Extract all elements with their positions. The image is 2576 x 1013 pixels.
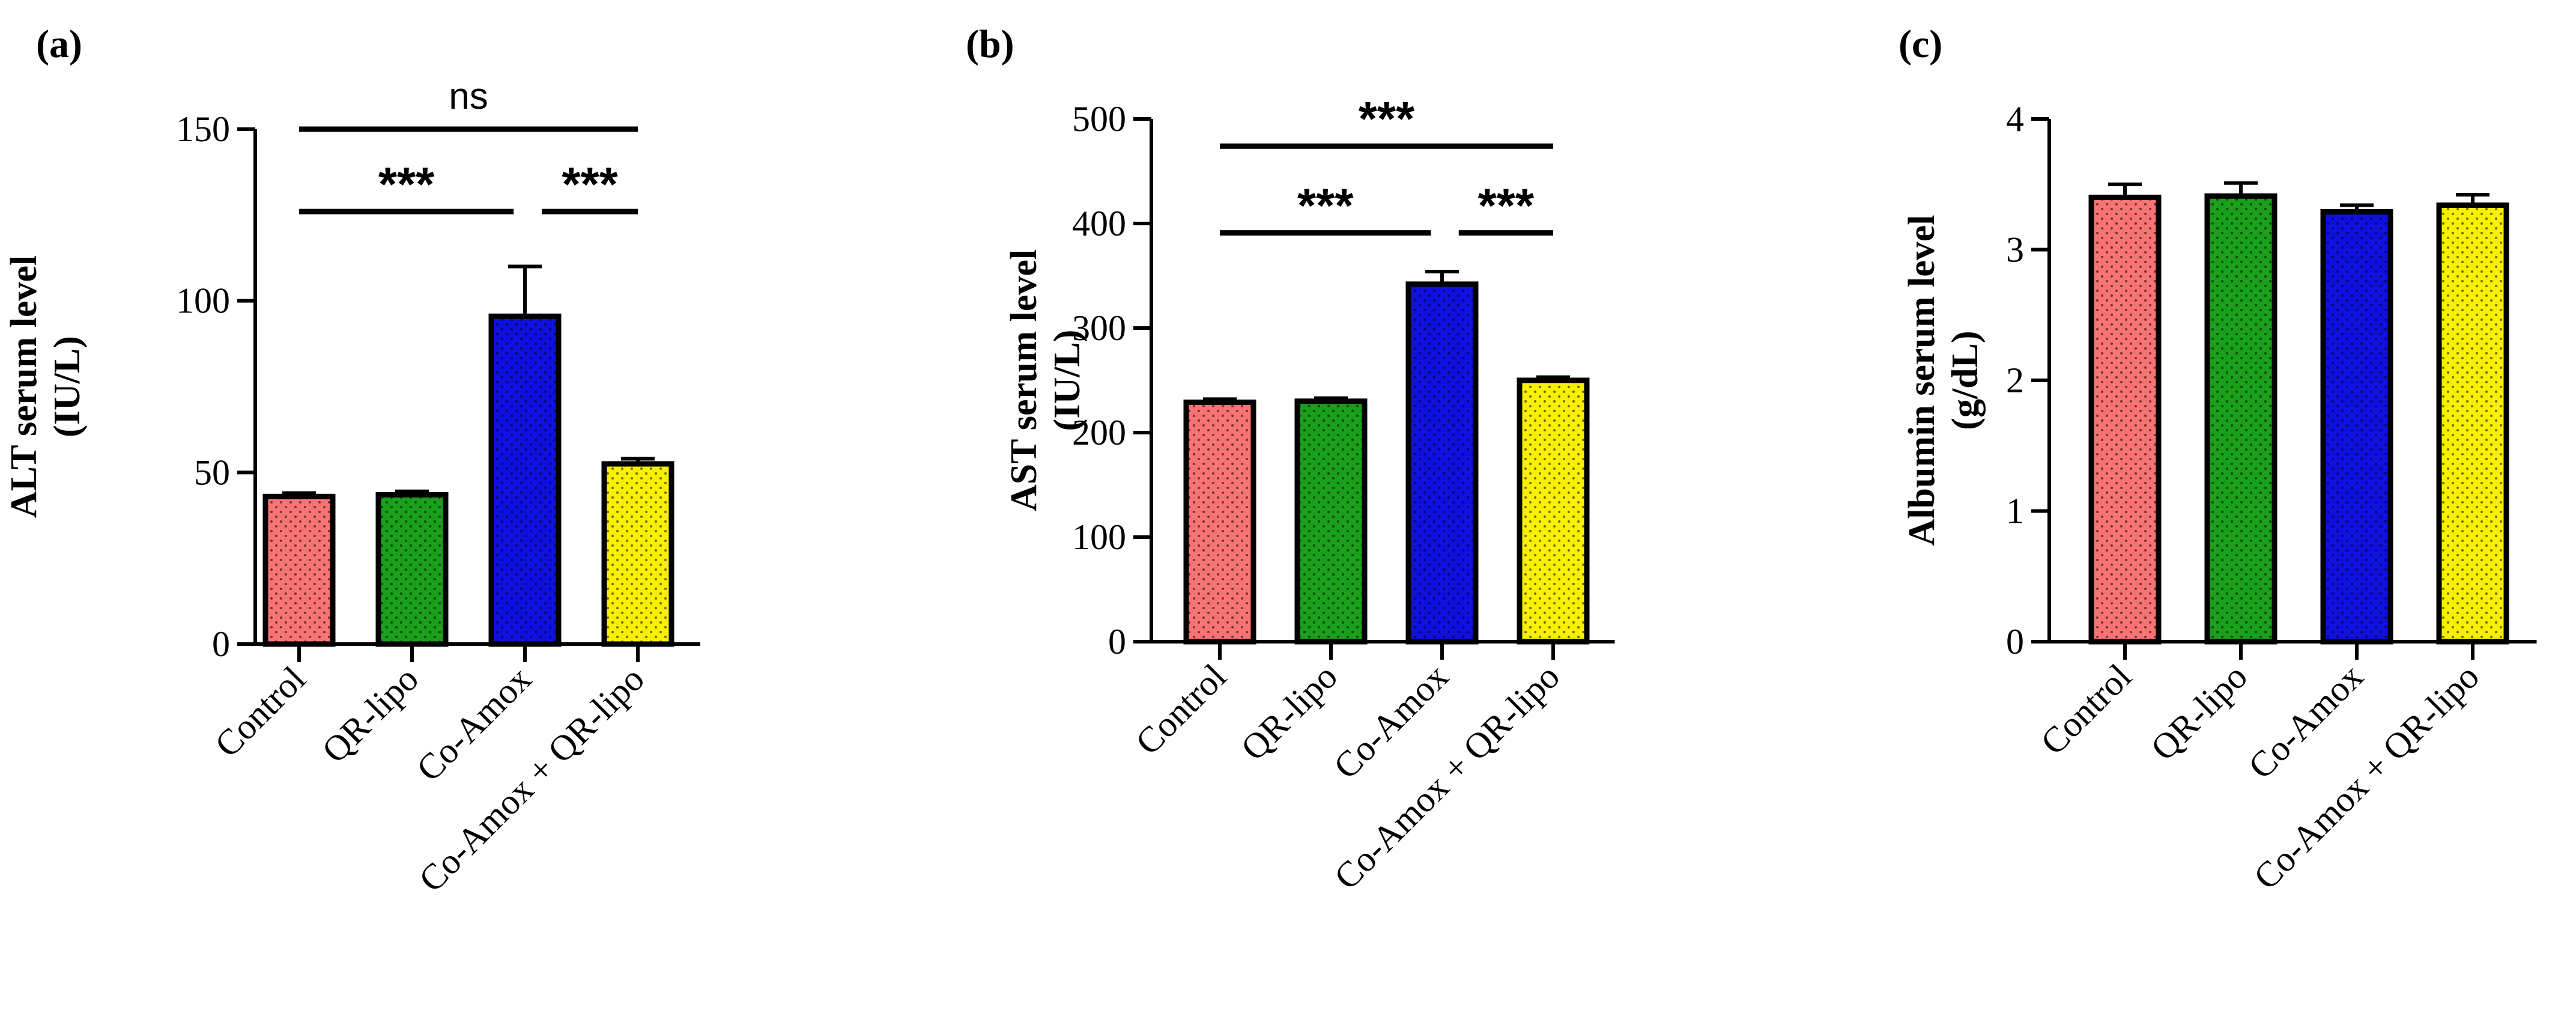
bar-texture (265, 496, 333, 644)
bar-texture (2323, 211, 2390, 642)
bar-texture (2439, 205, 2506, 642)
bar-texture (2091, 197, 2159, 642)
category-label: Co-Amox + QR-lipo (2246, 657, 2487, 898)
significance-label: *** (562, 157, 618, 211)
y-tick-label: 1 (2006, 491, 2024, 531)
significance-label: *** (1478, 179, 1535, 233)
category-label: Control (1128, 657, 1234, 762)
y-tick-label: 200 (1072, 413, 1126, 452)
bar-texture (2207, 196, 2274, 642)
category-label: Co-Amox + QR-lipo (411, 659, 652, 900)
y-axis-title-line1: AST serum level (1004, 249, 1044, 511)
y-tick-label: 300 (1072, 308, 1126, 348)
y-tick-label: 500 (1072, 99, 1126, 139)
y-tick-label: 400 (1072, 204, 1126, 243)
panel-label: (b) (966, 22, 1014, 66)
panel-label: (c) (1899, 22, 1942, 66)
y-tick-label: 3 (2006, 230, 2024, 270)
y-axis-title-line1: Albumin serum level (1902, 214, 1942, 546)
bar-texture (378, 494, 446, 644)
y-tick-label: 0 (2006, 622, 2024, 662)
y-tick-label: 0 (1108, 622, 1126, 662)
category-label: Control (2033, 657, 2139, 762)
bar-texture (604, 464, 671, 644)
category-label: QR-lipo (2143, 657, 2255, 768)
bar-texture (1408, 284, 1476, 642)
y-tick-label: 100 (1072, 517, 1126, 557)
y-tick-label: 100 (176, 281, 230, 321)
y-tick-label: 0 (212, 624, 230, 664)
y-tick-label: 150 (176, 109, 230, 149)
chart-panel-a: (a) 0 50 100 150 ALT serum level (IU/L) Control… (4, 22, 700, 899)
chart-panel-b: (b) 0 100 200 300 400 500 AST serum level (IU/L)… (966, 22, 1615, 897)
y-tick-label: 2 (2006, 360, 2024, 400)
category-label: QR-lipo (1233, 657, 1345, 768)
bar-texture (1520, 380, 1587, 642)
significance-label: *** (1359, 92, 1415, 145)
y-tick-label: 4 (2006, 99, 2024, 139)
significance-label: *** (378, 157, 435, 211)
chart-panel-c: (c) 0 1 2 3 4 Albumin serum level (g/dL) Control… (1899, 22, 2537, 897)
bar-texture (1297, 401, 1365, 642)
y-axis-title-line2: (IU/L) (47, 336, 88, 437)
bar-texture (1186, 402, 1253, 642)
significance-label: ns (449, 76, 488, 117)
y-axis-title-line2: (g/dL) (1945, 330, 1986, 430)
category-label: QR-lipo (314, 659, 426, 771)
significance-label: *** (1297, 179, 1354, 233)
bar-texture (491, 316, 559, 644)
y-tick-label: 50 (194, 452, 230, 492)
category-label: Control (207, 659, 313, 765)
y-axis-title-line2: (IU/L) (1047, 330, 1088, 431)
y-axis-title-line1: ALT serum level (4, 255, 44, 518)
panel-label: (a) (36, 22, 82, 66)
